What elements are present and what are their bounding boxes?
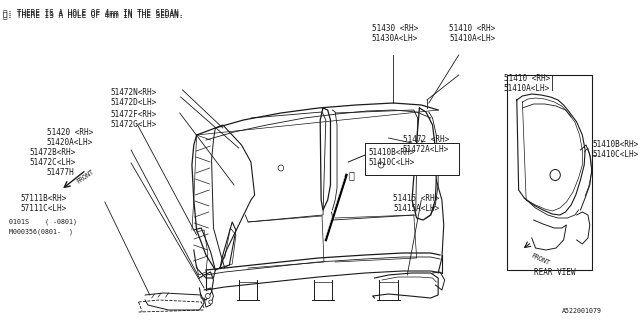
Text: FRONT: FRONT [75, 168, 95, 184]
Text: 51477H: 51477H [47, 168, 75, 177]
Text: 0101S    ( -0801): 0101S ( -0801) [10, 218, 77, 225]
Text: 51410B<RH>: 51410B<RH> [593, 140, 639, 149]
Text: 51410C<LH>: 51410C<LH> [593, 150, 639, 159]
Text: M000356(0801-  ): M000356(0801- ) [10, 228, 74, 235]
Text: ※: ※ [348, 170, 354, 180]
Text: 57111C<LH>: 57111C<LH> [20, 204, 67, 213]
Text: 51415 <RH>: 51415 <RH> [393, 194, 440, 203]
Circle shape [378, 162, 384, 168]
Text: 51410A<LH>: 51410A<LH> [504, 84, 550, 93]
Text: 51472N<RH>: 51472N<RH> [111, 88, 157, 97]
Text: 51430A<LH>: 51430A<LH> [372, 34, 418, 43]
Text: 51472A<LH>: 51472A<LH> [403, 145, 449, 154]
Text: 51472G<LH>: 51472G<LH> [111, 120, 157, 129]
Text: 57111B<RH>: 57111B<RH> [20, 194, 67, 203]
Text: 51472D<LH>: 51472D<LH> [111, 98, 157, 107]
Bar [508, 75, 592, 270]
Circle shape [205, 293, 210, 299]
Text: 51410 <RH>: 51410 <RH> [449, 24, 495, 33]
Text: 51410 <RH>: 51410 <RH> [504, 74, 550, 83]
Circle shape [550, 170, 561, 180]
Text: 51410C<LH>: 51410C<LH> [369, 158, 415, 167]
Bar [365, 143, 459, 175]
Circle shape [278, 165, 284, 171]
Text: ※: THERE IS A HOLE OF 4mm IN THE SEDAN.: ※: THERE IS A HOLE OF 4mm IN THE SEDAN. [3, 10, 183, 19]
Text: 51472F<RH>: 51472F<RH> [111, 110, 157, 119]
Circle shape [209, 300, 212, 304]
Text: 51420A<LH>: 51420A<LH> [47, 138, 93, 147]
Text: 51472C<LH>: 51472C<LH> [30, 158, 76, 167]
Text: 51410A<LH>: 51410A<LH> [449, 34, 495, 43]
Text: REAR VIEW: REAR VIEW [534, 268, 575, 277]
Text: FRONT: FRONT [530, 252, 550, 266]
Text: 51420 <RH>: 51420 <RH> [47, 128, 93, 137]
Text: 51472 <RH>: 51472 <RH> [403, 135, 449, 144]
Text: 51430 <RH>: 51430 <RH> [372, 24, 418, 33]
Text: 51415A<LH>: 51415A<LH> [393, 204, 440, 213]
Text: A522001079: A522001079 [562, 308, 602, 314]
Text: 51472B<RH>: 51472B<RH> [30, 148, 76, 157]
Text: ※: THERE IS A HOLE OF 4mm IN THE SEDAN.: ※: THERE IS A HOLE OF 4mm IN THE SEDAN. [3, 8, 183, 17]
Text: 51410B<RH>: 51410B<RH> [369, 148, 415, 157]
